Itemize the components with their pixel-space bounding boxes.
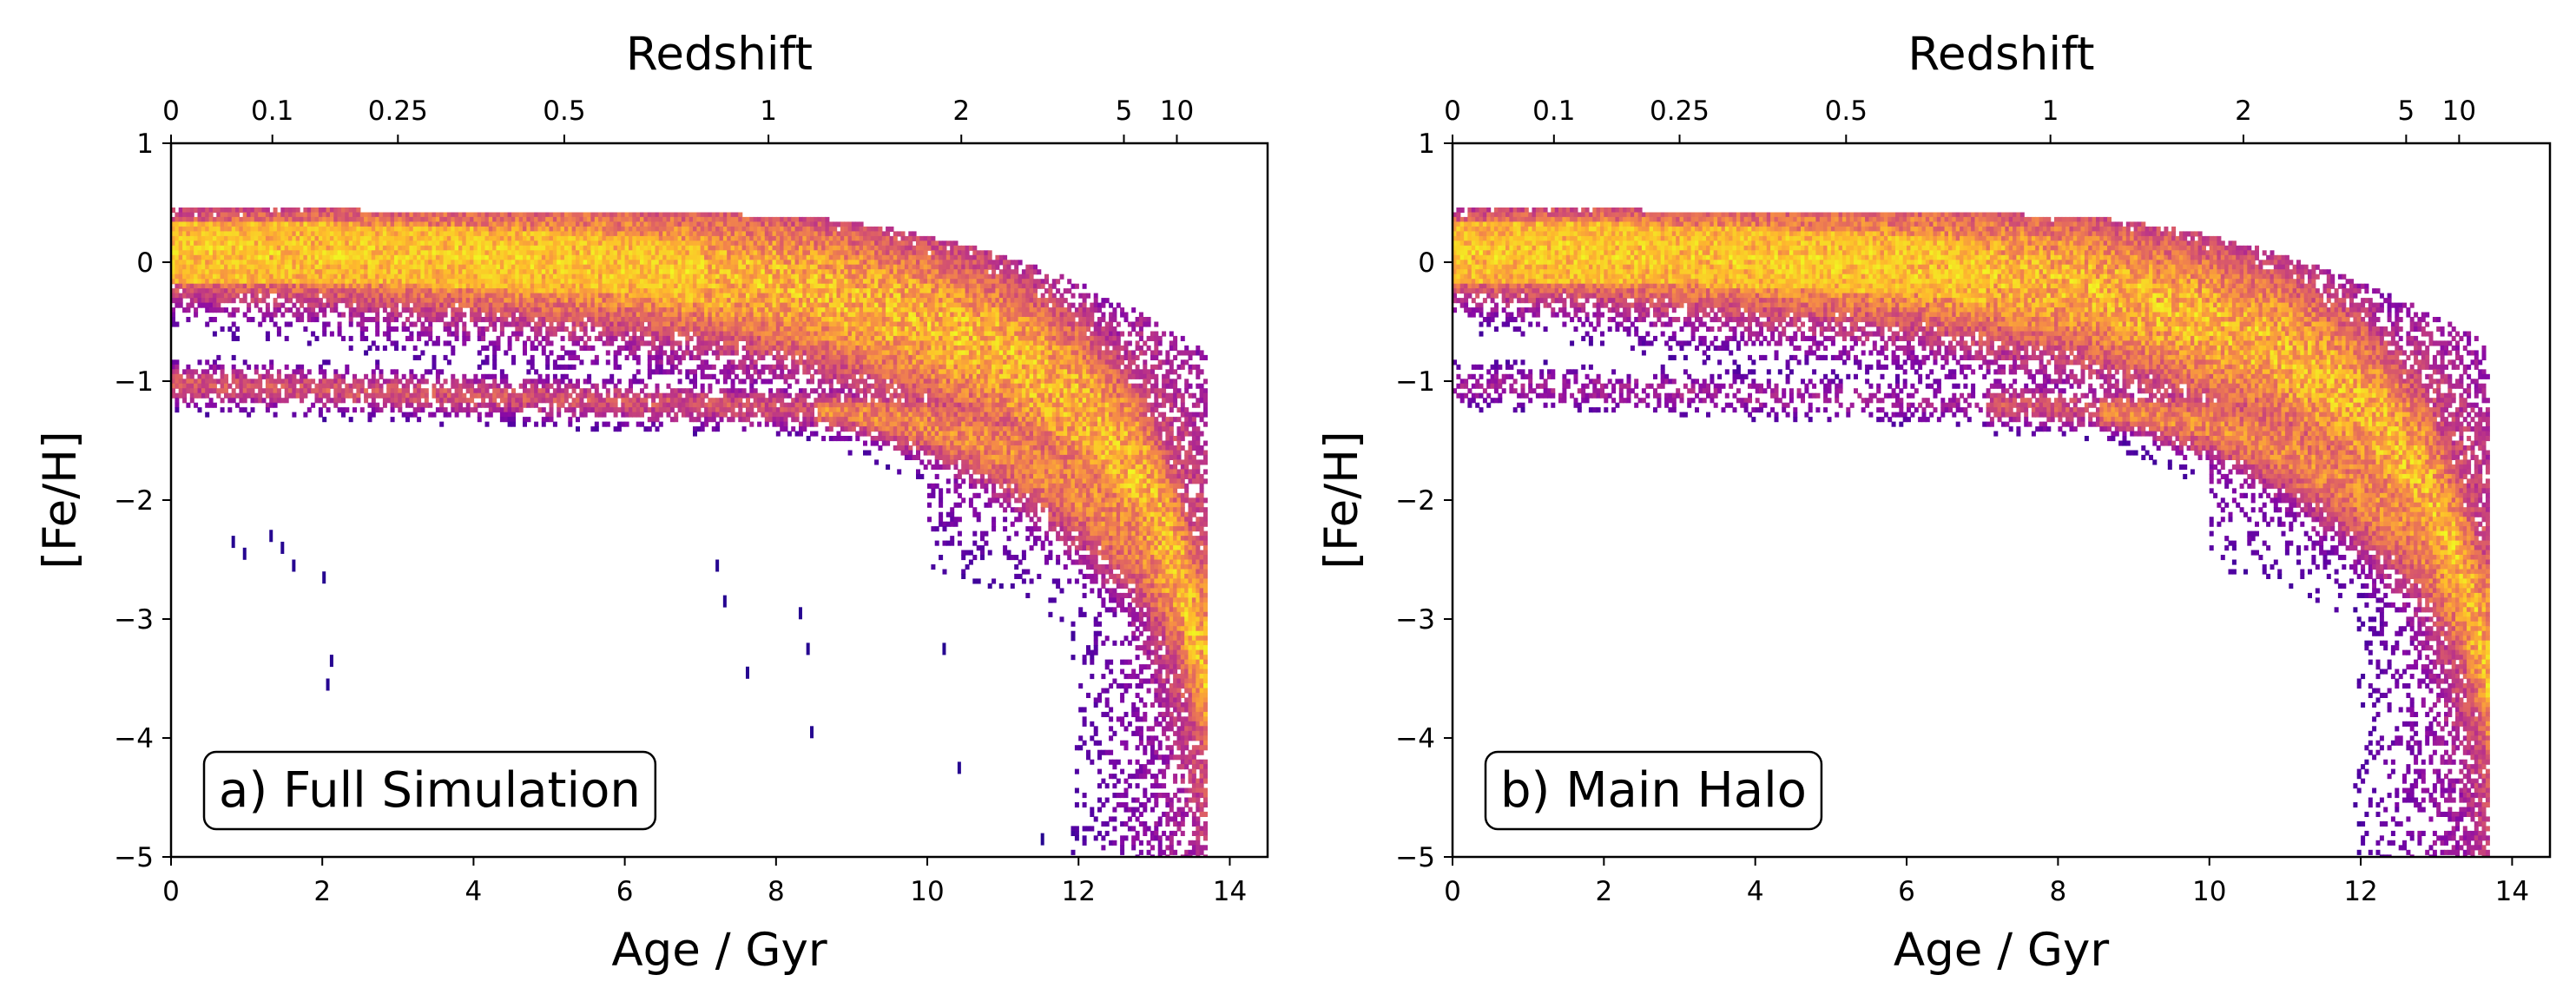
x-tick-label: 8 xyxy=(768,876,785,907)
redshift-tick-label: 5 xyxy=(1116,96,1133,127)
top-axis-label: Redshift xyxy=(1907,28,2094,81)
x-tick-label: 14 xyxy=(2495,876,2529,907)
redshift-tick-label: 0 xyxy=(1444,96,1461,127)
y-tick-label: −4 xyxy=(1395,723,1435,754)
redshift-tick-label: 0.1 xyxy=(251,96,293,127)
redshift-tick-label: 10 xyxy=(2442,96,2476,127)
y-axis-label: [Fe/H] xyxy=(34,431,87,569)
y-axis-label: [Fe/H] xyxy=(1315,431,1368,569)
redshift-tick-label: 0.25 xyxy=(1650,96,1710,127)
y-tick-label: 1 xyxy=(136,128,154,160)
redshift-tick-label: 10 xyxy=(1160,96,1194,127)
y-tick-label: 0 xyxy=(1418,247,1435,279)
redshift-tick-label: 2 xyxy=(952,96,970,127)
x-tick-label: 0 xyxy=(1444,876,1461,907)
y-tick-label: −2 xyxy=(1395,485,1435,517)
panel-label: b) Main Halo xyxy=(1484,750,1823,831)
top-axis-label: Redshift xyxy=(626,28,813,81)
redshift-tick-label: 0 xyxy=(162,96,180,127)
x-tick-label: 6 xyxy=(616,876,634,907)
y-tick-label: −3 xyxy=(114,604,154,636)
redshift-tick-label: 5 xyxy=(2398,96,2415,127)
redshift-tick-label: 0.25 xyxy=(368,96,428,127)
panel-label-text: b) Main Halo xyxy=(1500,762,1807,819)
x-tick-label: 12 xyxy=(1062,876,1096,907)
x-axis-label: Age / Gyr xyxy=(1894,924,2109,977)
x-tick-label: 10 xyxy=(910,876,944,907)
x-tick-label: 6 xyxy=(1898,876,1915,907)
x-tick-label: 0 xyxy=(162,876,180,907)
redshift-tick-label: 2 xyxy=(2235,96,2252,127)
heatmap-cells xyxy=(171,208,1208,857)
y-tick-label: −1 xyxy=(1395,366,1435,398)
redshift-tick-label: 0.1 xyxy=(1532,96,1575,127)
x-tick-label: 10 xyxy=(2192,876,2226,907)
x-tick-label: 14 xyxy=(1213,876,1247,907)
x-axis-label: Age / Gyr xyxy=(611,924,827,977)
x-tick-label: 8 xyxy=(2050,876,2067,907)
redshift-tick-label: 0.5 xyxy=(1825,96,1868,127)
redshift-tick-label: 1 xyxy=(760,96,777,127)
panel-label-text: a) Full Simulation xyxy=(219,762,641,819)
y-tick-label: −4 xyxy=(114,723,154,754)
panel-label: a) Full Simulation xyxy=(202,750,657,831)
y-tick-label: −3 xyxy=(1395,604,1435,636)
redshift-tick-label: 0.5 xyxy=(543,96,585,127)
x-tick-label: 4 xyxy=(465,876,483,907)
x-tick-label: 12 xyxy=(2343,876,2377,907)
y-tick-label: −2 xyxy=(114,485,154,517)
y-tick-label: 1 xyxy=(1418,128,1435,160)
x-tick-label: 2 xyxy=(1595,876,1612,907)
y-tick-label: 0 xyxy=(136,247,154,279)
x-tick-label: 2 xyxy=(313,876,331,907)
heatmap-cells xyxy=(1453,208,2490,857)
y-tick-label: −5 xyxy=(1395,842,1435,873)
redshift-tick-label: 1 xyxy=(2042,96,2059,127)
x-tick-label: 4 xyxy=(1747,876,1764,907)
y-tick-label: −1 xyxy=(114,366,154,398)
y-tick-label: −5 xyxy=(114,842,154,873)
